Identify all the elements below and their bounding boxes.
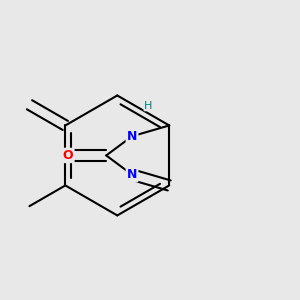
Text: N: N [127,168,137,181]
Text: H: H [144,101,153,111]
Text: O: O [63,149,74,162]
Text: N: N [127,130,137,143]
